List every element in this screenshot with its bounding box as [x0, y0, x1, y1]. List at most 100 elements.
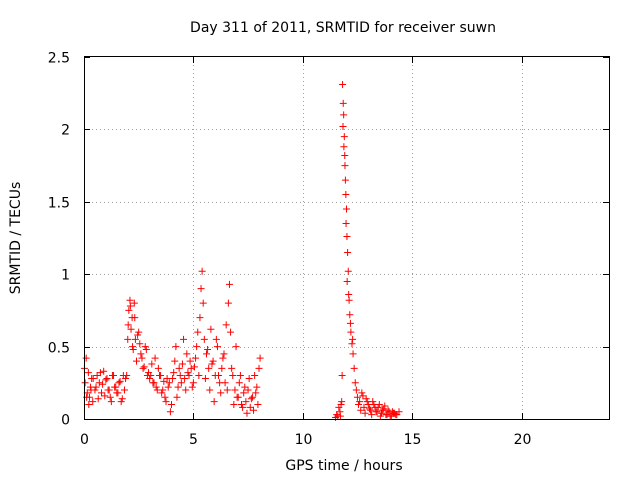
- data-point: [339, 99, 347, 107]
- data-point: [204, 345, 212, 353]
- data-point: [130, 299, 138, 307]
- data-point: [171, 357, 179, 365]
- data-point: [155, 372, 163, 380]
- data-point: [252, 389, 260, 397]
- data-point: [254, 401, 262, 409]
- data-point: [178, 360, 186, 368]
- data-point: [117, 398, 125, 406]
- data-point: [219, 354, 227, 362]
- data-point: [374, 403, 382, 411]
- data-point: [348, 340, 356, 348]
- data-point: [231, 386, 239, 394]
- data-point: [137, 350, 145, 358]
- data-point: [115, 379, 123, 387]
- data-point: [243, 409, 251, 417]
- y-tick-label: 1: [61, 268, 70, 284]
- data-point: [395, 408, 403, 416]
- data-point: [344, 248, 352, 256]
- data-point: [250, 406, 258, 414]
- data-point: [126, 302, 134, 310]
- data-point: [341, 151, 349, 159]
- data-point: [218, 364, 226, 372]
- data-point: [139, 364, 147, 372]
- data-point: [222, 321, 230, 329]
- data-point: [193, 343, 201, 351]
- data-point: [124, 321, 132, 329]
- y-tick-label: 2: [61, 123, 70, 139]
- data-point: [349, 350, 357, 358]
- data-point: [125, 306, 133, 314]
- data-point: [158, 389, 166, 397]
- data-point: [212, 335, 220, 343]
- data-point: [129, 345, 137, 353]
- data-point: [376, 412, 384, 420]
- data-point: [339, 123, 347, 131]
- data-point: [177, 379, 185, 387]
- data-point: [124, 335, 132, 343]
- data-point: [340, 111, 348, 119]
- data-point: [101, 392, 109, 400]
- data-point: [186, 357, 194, 365]
- data-point: [248, 393, 256, 401]
- data-point: [99, 380, 107, 388]
- axis-ticks: 0 5 10 15 20 0 0.5 1 1.5 2 2.5: [48, 51, 609, 448]
- data-point: [336, 412, 344, 420]
- data-point: [198, 267, 206, 275]
- data-point: [170, 369, 178, 377]
- data-point: [209, 357, 217, 365]
- data-point: [213, 343, 221, 351]
- data-point: [110, 372, 118, 380]
- data-point: [154, 364, 162, 372]
- data-point: [392, 411, 400, 419]
- data-point: [346, 319, 354, 327]
- y-tick-label: 0.5: [48, 341, 70, 357]
- data-point: [87, 386, 95, 394]
- data-point: [353, 393, 361, 401]
- data-point: [151, 354, 159, 362]
- data-point: [161, 393, 169, 401]
- grid-lines: [84, 57, 609, 419]
- data-point: [347, 328, 355, 336]
- data-point: [355, 401, 363, 409]
- data-point: [341, 162, 349, 170]
- data-point: [341, 176, 349, 184]
- x-tick-label: 10: [295, 432, 313, 448]
- data-point: [94, 395, 102, 403]
- data-point: [247, 395, 255, 403]
- data-point: [370, 401, 378, 409]
- data-point: [343, 233, 351, 241]
- data-point: [333, 411, 341, 419]
- data-point: [229, 372, 237, 380]
- data-point: [89, 374, 97, 382]
- data-point: [360, 403, 368, 411]
- data-point: [103, 374, 111, 382]
- data-point: [230, 401, 238, 409]
- data-point: [359, 392, 367, 400]
- data-point: [378, 409, 385, 417]
- data-point: [346, 311, 354, 319]
- data-point: [105, 386, 113, 394]
- data-point: [253, 383, 261, 391]
- data-point: [162, 398, 170, 406]
- data-point: [225, 280, 233, 288]
- data-point: [343, 205, 350, 213]
- data-point: [244, 386, 252, 394]
- chart-title: Day 311 of 2011, SRMTID for receiver suw…: [190, 20, 496, 36]
- data-point: [220, 350, 228, 358]
- data-point: [131, 314, 139, 322]
- y-tick-label: 1.5: [48, 196, 70, 212]
- data-point: [234, 393, 242, 401]
- data-point: [238, 401, 245, 409]
- data-point: [174, 383, 182, 391]
- data-point: [363, 398, 371, 406]
- data-point: [385, 408, 393, 416]
- data-point: [173, 393, 181, 401]
- data-point: [106, 393, 114, 401]
- data-point: [196, 314, 204, 322]
- data-point: [199, 299, 207, 307]
- data-point: [338, 398, 346, 406]
- data-point: [192, 354, 200, 362]
- data-point: [194, 328, 202, 336]
- data-point: [187, 364, 195, 372]
